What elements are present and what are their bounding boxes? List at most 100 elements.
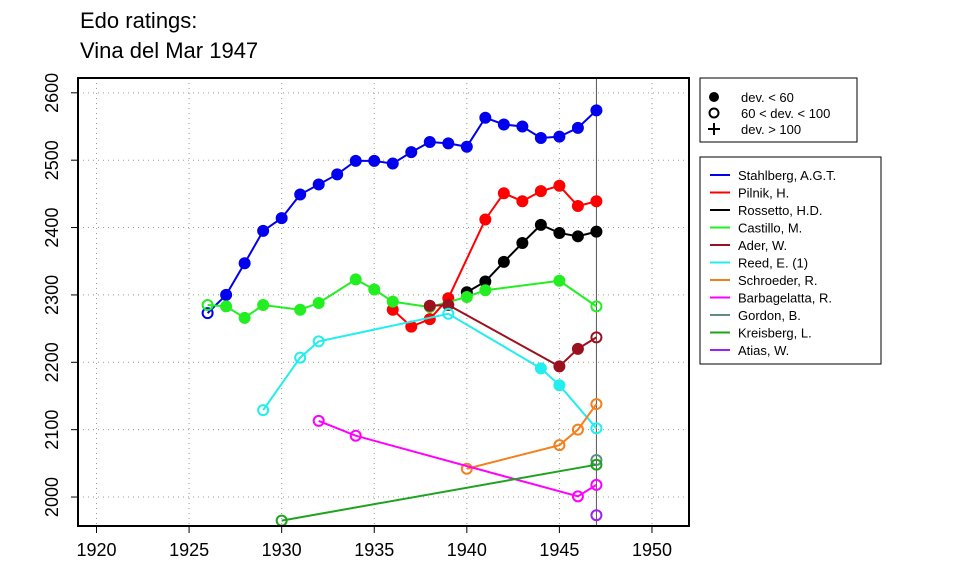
y-tick-label: 2100: [42, 410, 62, 450]
chart-title-line-1: Edo ratings:: [80, 8, 198, 33]
series-line: [262, 312, 598, 429]
y-tick-label: 2200: [42, 342, 62, 382]
legend-series-label: Atias, W.: [738, 343, 789, 358]
legend-series-label: Kreisberg, L.: [738, 326, 812, 341]
chart-title-line-2: Vina del Mar 1947: [80, 38, 259, 63]
plot-frame: [77, 77, 690, 527]
data-point: [516, 237, 529, 250]
marker-legend-label: dev. > 100: [741, 122, 801, 137]
data-point: [534, 131, 547, 144]
data-point: [442, 307, 455, 320]
y-tick-label: 2000: [42, 477, 62, 517]
data-point: [479, 111, 492, 124]
x-tick-label: 1935: [354, 540, 394, 560]
data-point: [460, 140, 473, 153]
data-point: [349, 429, 362, 442]
x-tick-label: 1925: [169, 540, 209, 560]
data-point: [294, 303, 307, 316]
series-line: [318, 419, 597, 498]
data-point: [590, 225, 603, 238]
data-point: [238, 257, 251, 270]
data-point: [312, 178, 325, 191]
data-point: [553, 130, 566, 143]
data-point: [590, 458, 603, 471]
data-point: [460, 290, 473, 303]
data-point: [201, 299, 214, 312]
series-line: [429, 304, 597, 368]
data-point: [460, 462, 473, 475]
data-point: [534, 362, 547, 375]
y-tick-label: 2500: [42, 140, 62, 180]
data-point: [423, 299, 436, 312]
data-point: [516, 195, 529, 208]
y-tick-label: 2300: [42, 275, 62, 315]
data-point: [386, 295, 399, 308]
data-point: [294, 188, 307, 201]
marker-legend-label: 60 < dev. < 100: [741, 106, 830, 121]
x-tick-label: 1920: [76, 540, 116, 560]
data-point: [238, 311, 251, 324]
legend-filled-circle-symbol: [709, 92, 719, 102]
data-point: [312, 335, 325, 348]
data-point: [368, 283, 381, 296]
data-point: [257, 404, 270, 417]
data-point: [386, 157, 399, 170]
data-point: [590, 478, 603, 491]
data-point: [201, 307, 214, 320]
data-point: [553, 379, 566, 392]
data-point: [497, 255, 510, 268]
data-point: [590, 509, 603, 522]
y-tick-label: 2600: [42, 73, 62, 113]
legend-series-label: Gordon, B.: [738, 308, 801, 323]
data-point: [590, 195, 603, 208]
legend-open-circle-symbol: [708, 107, 720, 119]
data-point: [516, 120, 529, 133]
legend-series-label: Reed, E. (1): [738, 256, 808, 271]
data-point: [497, 187, 510, 200]
data-point: [571, 230, 584, 243]
series-line: [207, 278, 597, 320]
data-point: [349, 154, 362, 167]
data-point: [590, 331, 603, 344]
data-point: [497, 118, 510, 131]
data-point: [571, 121, 584, 134]
data-point: [553, 360, 566, 373]
series-legend-box: [699, 156, 882, 365]
data-point: [479, 284, 492, 297]
legend-series-label: Castillo, M.: [738, 221, 802, 236]
data-point: [479, 213, 492, 226]
data-point: [294, 351, 307, 364]
data-point: [331, 168, 344, 181]
x-tick-label: 1940: [447, 540, 487, 560]
legend-series-label: Schroeder, R.: [738, 273, 818, 288]
data-point: [571, 490, 584, 503]
data-point: [534, 185, 547, 198]
legend-series-label: Stahlberg, A.G.T.: [738, 168, 836, 183]
data-point: [590, 104, 603, 117]
data-point: [571, 200, 584, 212]
marker-legend-label: dev. < 60: [741, 90, 794, 105]
data-point: [442, 137, 455, 150]
data-point: [405, 146, 418, 159]
legend-series-label: Barbagelatta, R.: [738, 291, 832, 306]
data-point: [590, 300, 603, 313]
marker-legend-box: [699, 77, 858, 143]
data-point: [312, 414, 325, 427]
data-point: [553, 179, 566, 192]
data-point: [590, 398, 603, 411]
data-point: [590, 422, 603, 435]
legend-series-label: Ader, W.: [738, 238, 787, 253]
x-tick-label: 1945: [539, 540, 579, 560]
data-point: [553, 226, 566, 239]
data-point: [275, 212, 288, 225]
data-point: [257, 224, 270, 237]
data-point: [571, 423, 584, 436]
data-point: [368, 154, 381, 167]
x-tick-label: 1950: [632, 540, 672, 560]
data-point: [571, 342, 584, 355]
y-tick-label: 2400: [42, 208, 62, 248]
data-point: [442, 299, 455, 312]
data-point: [553, 439, 566, 452]
